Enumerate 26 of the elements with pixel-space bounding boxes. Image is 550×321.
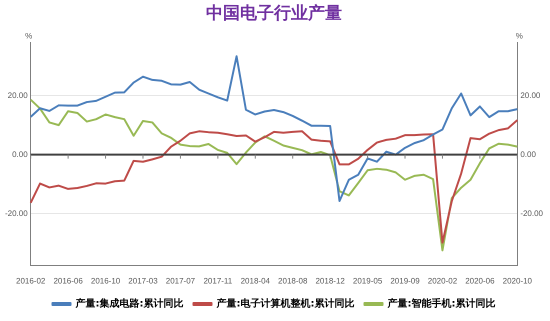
x-tick-label: 2020-10 [502,276,533,286]
x-tick-label: 2019-09 [390,276,420,286]
y-tick-label: 20.00 [8,90,28,100]
x-tick-label: 2020-02 [428,276,458,286]
x-tick-label: 2016-06 [53,276,84,286]
y2-axis-title: % [516,32,523,41]
x-tick-label: 2018-08 [278,276,308,286]
x-tick-label: 2017-07 [166,276,196,286]
y2-tick-label: -20.00 [520,208,544,218]
x-tick-label: 2017-11 [203,276,233,286]
y-axis-title: % [25,32,32,41]
y-tick-label: -20.00 [4,208,28,218]
x-tick-label: 2016-10 [90,276,121,286]
legend-label: 产量:智能手机:累计同比 [386,298,496,310]
legend-label: 产量:集成电路:累计同比 [74,298,184,310]
y2-tick-label: 0.00 [520,150,536,159]
chart-title: 中国电子行业产量 [206,4,342,24]
x-tick-label: 2019-05 [352,276,383,286]
x-tick-label: 2018-04 [240,276,271,286]
x-tick-label: 2017-03 [128,276,158,286]
y-tick-label: 0.00 [12,150,28,159]
x-tick-label: 2018-12 [315,276,346,286]
x-tick-label: 2020-06 [465,276,496,286]
x-tick-label: 2016-02 [16,276,46,286]
legend-label: 产量:电子计算机整机:累计同比 [216,298,354,310]
y2-tick-label: 20.00 [520,90,541,100]
